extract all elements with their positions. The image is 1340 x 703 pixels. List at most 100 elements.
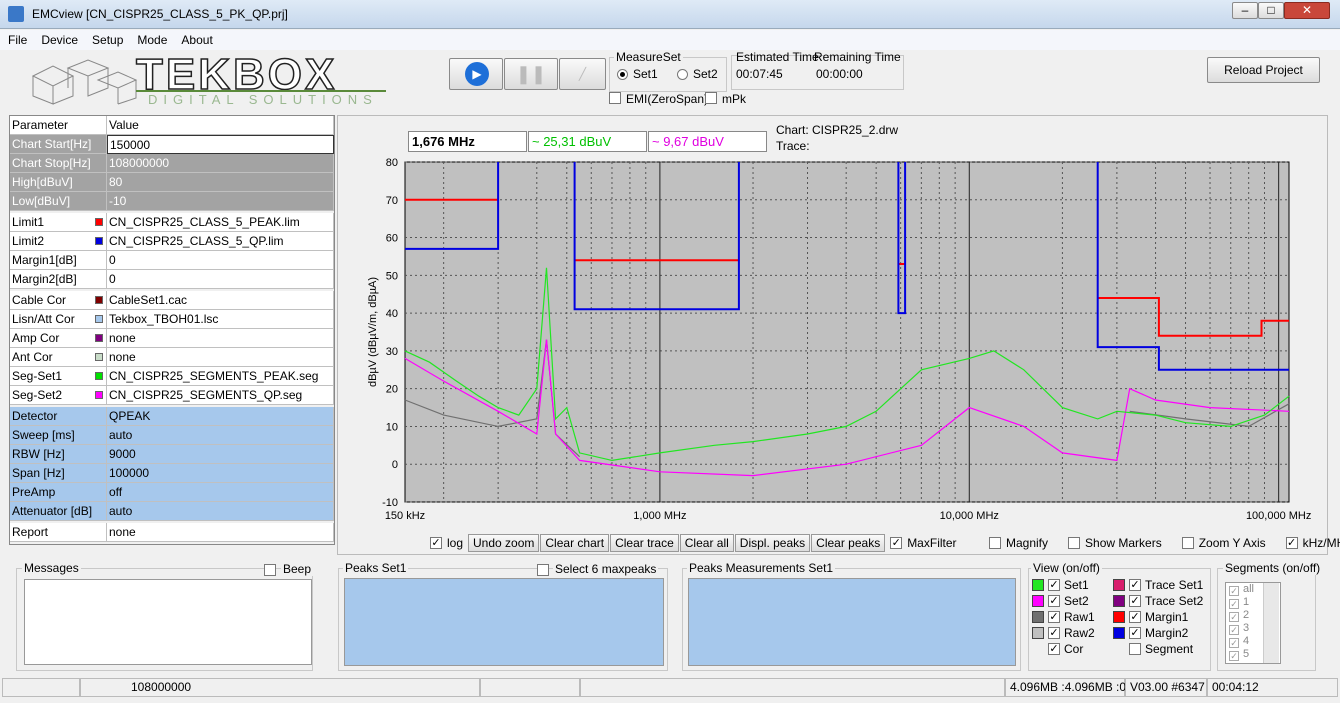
series-line [405, 198, 1289, 337]
x-tick-label: 10,000 MHz [940, 510, 999, 522]
radio-button[interactable] [617, 69, 628, 80]
toolbar-button[interactable]: Displ. peaks [734, 534, 811, 552]
view-label: Raw1 [1064, 610, 1095, 624]
segment-checkbox[interactable]: ✓ [1229, 651, 1239, 661]
parameter-value[interactable]: 80 [107, 173, 334, 192]
parameter-value[interactable]: 0 [107, 251, 334, 270]
close-button[interactable]: ✕ [1284, 2, 1330, 19]
parameter-value[interactable]: auto [107, 502, 334, 521]
parameter-value[interactable]: CableSet1.cac [107, 291, 334, 310]
time-group [731, 55, 904, 90]
checkbox[interactable] [1068, 537, 1081, 549]
maxpeaks-label: Select 6 maxpeaks [553, 562, 659, 576]
parameter-value[interactable]: 9000 [107, 445, 334, 464]
parameter-value[interactable]: CN_CISPR25_SEGMENTS_QP.seg [107, 386, 334, 405]
segments-scrollbar[interactable] [1263, 583, 1279, 663]
parameter-value[interactable]: none [107, 523, 334, 542]
maxpeaks-checkbox[interactable] [537, 564, 549, 576]
minimize-button[interactable]: – [1232, 2, 1258, 19]
view-label: Segment [1145, 642, 1194, 656]
view-swatch [1032, 595, 1044, 607]
view-swatch [1032, 627, 1044, 639]
status-cell [480, 678, 580, 697]
segment-checkbox[interactable]: ✓ [1229, 638, 1239, 648]
view-checkbox[interactable]: ✓ [1129, 611, 1141, 623]
checkbox-label: mPk [722, 92, 746, 106]
parameter-value[interactable]: 108000000 [107, 154, 334, 173]
run-button[interactable]: ▶ [449, 58, 503, 90]
checkbox[interactable]: ✓ [430, 537, 442, 549]
parameter-value[interactable]: none [107, 348, 334, 367]
view-swatch [1032, 611, 1044, 623]
x-tick-label: 1,000 MHz [633, 510, 686, 522]
parameter-value[interactable]: CN_CISPR25_CLASS_5_PEAK.lim [107, 213, 334, 232]
estimated-label: Estimated Time [736, 50, 819, 64]
checkbox[interactable] [705, 92, 717, 104]
radio-button[interactable] [677, 69, 688, 80]
view-checkbox[interactable]: ✓ [1048, 595, 1060, 607]
segment-checkbox[interactable]: ✓ [1229, 625, 1239, 635]
parameter-name: Ant Cor [10, 348, 107, 367]
toolbar-button[interactable]: Clear chart [540, 534, 610, 552]
checkbox[interactable]: ✓ [1285, 537, 1298, 549]
readout-set1: ~ 25,31 dBuV [528, 131, 647, 152]
parameter-value[interactable]: QPEAK [107, 407, 334, 426]
parameter-name: Margin2[dB] [10, 270, 107, 289]
parameter-value[interactable]: CN_CISPR25_SEGMENTS_PEAK.seg [107, 367, 334, 386]
pause-button[interactable]: ❚❚ [504, 58, 558, 90]
toolbar-button[interactable]: Undo zoom [468, 534, 540, 552]
y-tick-label: 70 [386, 195, 398, 207]
parameter-value[interactable]: -10 [107, 192, 334, 211]
view-checkbox[interactable]: ✓ [1129, 595, 1141, 607]
segments-title: Segments (on/off) [1223, 561, 1323, 575]
radio-label: Set2 [693, 67, 718, 81]
segment-checkbox[interactable]: ✓ [1229, 599, 1239, 609]
parameter-value[interactable]: 100000 [107, 464, 334, 483]
checkbox[interactable] [989, 537, 1001, 549]
view-label: Set2 [1064, 594, 1089, 608]
parameter-name: Lisn/Att Cor [10, 310, 107, 329]
parameter-name: Attenuator [dB] [10, 502, 107, 521]
x-tick-label: 100,000 MHz [1246, 510, 1311, 522]
view-checkbox[interactable]: ✓ [1129, 579, 1141, 591]
parameter-value[interactable]: off [107, 483, 334, 502]
parameter-value[interactable]: 0 [107, 270, 334, 289]
segment-checkbox[interactable]: ✓ [1229, 612, 1239, 622]
menu-item[interactable]: File [8, 33, 28, 47]
view-group [1028, 568, 1211, 671]
parameter-value[interactable]: CN_CISPR25_CLASS_5_QP.lim [107, 232, 334, 251]
peaks-group [338, 568, 668, 671]
toolbar-button[interactable]: Clear peaks [811, 534, 886, 552]
view-checkbox[interactable]: ✓ [1048, 611, 1060, 623]
view-label: Margin1 [1145, 610, 1189, 624]
checkbox-label: kHz/MHz [1302, 536, 1340, 550]
step-button[interactable]: ╱ [559, 58, 606, 90]
beep-label: Beep [281, 562, 314, 576]
view-checkbox[interactable]: ✓ [1129, 627, 1141, 639]
menu-item[interactable]: About [181, 33, 213, 47]
peaks-meas-title: Peaks Measurements Set1 [687, 561, 836, 575]
menu-item[interactable]: Mode [137, 33, 168, 47]
parameter-value[interactable]: auto [107, 426, 334, 445]
segment-checkbox[interactable]: ✓ [1229, 586, 1239, 596]
checkbox[interactable]: ✓ [890, 537, 903, 549]
checkbox[interactable] [1181, 537, 1194, 549]
maximize-button[interactable]: □ [1258, 2, 1284, 19]
toolbar-button[interactable]: Clear all [679, 534, 734, 552]
checkbox[interactable] [609, 92, 621, 104]
toolbar-button[interactable]: Clear trace [610, 534, 679, 552]
view-checkbox[interactable] [1129, 643, 1141, 655]
parameter-value[interactable]: none [107, 329, 334, 348]
reload-button[interactable]: Reload Project [1207, 57, 1320, 83]
view-checkbox[interactable]: ✓ [1048, 627, 1060, 639]
view-swatch [1113, 611, 1125, 623]
view-checkbox[interactable]: ✓ [1048, 643, 1060, 655]
peaks-title: Peaks Set1 [343, 561, 409, 575]
color-swatch [95, 237, 103, 245]
beep-checkbox[interactable] [264, 564, 276, 576]
menu-item[interactable]: Setup [92, 33, 124, 47]
view-checkbox[interactable]: ✓ [1048, 579, 1060, 591]
parameter-value[interactable]: 150000 [107, 135, 334, 154]
menu-item[interactable]: Device [41, 33, 79, 47]
parameter-value[interactable]: Tekbox_TBOH01.lsc [107, 310, 334, 329]
